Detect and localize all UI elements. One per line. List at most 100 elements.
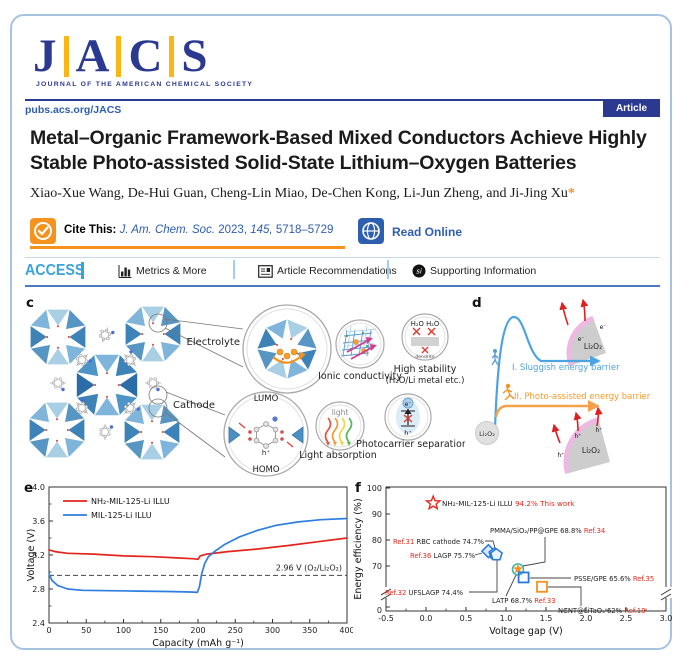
light-absorption-label: Light absorption <box>299 450 376 461</box>
svg-text:0: 0 <box>46 626 51 635</box>
annotation-star: NH₂-MIL-125-Li ILLU 94.2% This work <box>442 499 575 508</box>
cathode-inset: LUMO HOMO h⁺ <box>223 391 309 477</box>
cite-journal: J. Am. Chem. Soc. <box>119 224 216 236</box>
dendrite-label: dendrite <box>415 354 435 360</box>
photocarrier-separation-label: Photocarrier separation <box>356 439 465 450</box>
h2o-label: H₂O H₂O <box>411 320 440 328</box>
citation-line[interactable]: Cite This: J. Am. Chem. Soc. 2023, 145, … <box>64 224 333 236</box>
cite-this-label: Cite This: <box>64 224 117 236</box>
access-bottom-rule <box>25 285 660 287</box>
title-line-1: Metal–Organic Framework-Based Mixed Cond… <box>30 127 647 149</box>
svg-text:-0.5: -0.5 <box>378 614 394 623</box>
series-line-1 <box>48 517 348 594</box>
svg-text:si: si <box>416 268 422 276</box>
article-type-badge: Article <box>603 101 660 117</box>
metrics-bars-icon <box>118 265 132 283</box>
sluggish-barrier-curve <box>493 315 601 429</box>
article-card-border <box>10 14 672 650</box>
annotation-rbc: Ref.31 RBC cathode 74.7% <box>393 538 484 546</box>
h-plus-label: h⁺ <box>596 427 603 434</box>
cite-volume: 145, <box>250 224 273 236</box>
panel-d-label: d <box>472 295 482 311</box>
panel-d-illustration: e⁻ e⁻ Li₂O₂ I. Sluggish energy barrier I… <box>475 298 651 475</box>
panel-f-rendered: 100 90 80 70 0-0.5 0.0 0.5 1.0 1.5 2.0 2.5 3.0 Volta… <box>353 484 672 637</box>
metrics-and-more-link[interactable]: Metrics & More <box>136 265 207 277</box>
li2o2-label: Li₂O₂ <box>584 342 602 351</box>
electrolyte-label: Electrolyte <box>187 337 240 348</box>
annotation-pmma: PMMA/SiO₂/PP@GPE 68.8% Ref.34 <box>490 527 605 535</box>
read-online-icon[interactable] <box>358 218 384 244</box>
homo-label: HOMO <box>252 465 279 475</box>
svg-text:300: 300 <box>265 626 280 635</box>
running-person-icon <box>502 383 515 401</box>
sluggish-barrier-label: I. Sluggish energy barrier <box>512 363 620 373</box>
svg-text:200: 200 <box>190 626 205 635</box>
annotation-connectors <box>469 537 582 606</box>
li2o2-label: Li₂O₂ <box>479 430 495 438</box>
access-separator <box>81 262 84 279</box>
svg-text:0.0: 0.0 <box>420 614 433 623</box>
e-y-axis-label: Voltage (V) <box>26 529 37 582</box>
photocarrier-inset: e⁻ h⁺ <box>384 393 432 441</box>
ionic-conductivity-label: Ionic conductivity <box>318 371 402 382</box>
series-line-0 <box>48 537 348 561</box>
svg-text:2.0: 2.0 <box>580 614 593 623</box>
e-minus-label: e⁻ <box>405 401 412 408</box>
point-psse <box>517 571 530 584</box>
panel-f-label: f <box>355 480 361 496</box>
title-line-2: Stable Photo-assisted Solid-State Lithiu… <box>30 151 577 174</box>
annotation-lagp: Ref.36 LAGP 75.7% <box>410 552 476 560</box>
point-pmma <box>512 563 524 574</box>
pubs-site-link[interactable]: pubs.acs.org/JACS <box>25 104 122 116</box>
walking-person-icon <box>491 349 499 366</box>
svg-text:2.5: 2.5 <box>620 614 633 623</box>
svg-text:50: 50 <box>81 626 91 635</box>
logo-letter-s: S <box>181 30 208 82</box>
svg-text:350: 350 <box>302 626 317 635</box>
article-recommendations-link[interactable]: Article Recommendations <box>277 265 397 277</box>
point-ufslagp <box>489 547 503 561</box>
annotation-ncnt: NCNT@LiTaO₃ 62% Ref.19 <box>558 607 646 615</box>
cite-check-icon <box>30 218 56 244</box>
svg-text:80: 80 <box>372 536 382 545</box>
access-link[interactable]: ACCESS <box>25 262 85 279</box>
svg-text:3.2: 3.2 <box>32 551 45 560</box>
li2o2-particle-bottom <box>563 417 610 475</box>
page-title: Metal–Organic Framework-Based Mixed Cond… <box>30 126 658 175</box>
svg-text:1.5: 1.5 <box>540 614 553 623</box>
svg-text:3.0: 3.0 <box>660 614 673 623</box>
svg-text:400: 400 <box>339 626 353 635</box>
point-this_work <box>424 494 442 511</box>
h-plus-label: h⁺ <box>262 449 270 457</box>
corresponding-author-mark[interactable]: * <box>567 186 575 201</box>
supporting-information-link[interactable]: Supporting Information <box>430 265 537 277</box>
e-minus-label: e⁻ <box>600 324 607 331</box>
access-item-separator <box>233 260 235 279</box>
logo-letter-c: C <box>128 30 163 82</box>
high-stability-label-1: High stability <box>394 364 457 375</box>
svg-text:4.0: 4.0 <box>32 483 45 492</box>
li2o2-particle-top <box>566 315 606 367</box>
jacs-logo: J A C S <box>33 30 208 82</box>
logo-divider-bar <box>116 36 122 77</box>
svg-text:150: 150 <box>153 626 168 635</box>
svg-text:90: 90 <box>372 510 382 519</box>
svg-text:100: 100 <box>116 626 131 635</box>
journal-tagline: JOURNAL OF THE AMERICAN CHEMICAL SOCIETY <box>36 81 254 88</box>
supporting-information-icon: si <box>412 264 426 283</box>
panel-e-label: e <box>24 480 34 496</box>
photo-assisted-barrier-label: II. Photo-assisted energy barrier <box>514 392 651 402</box>
cite-pages: 5718–5729 <box>275 224 334 236</box>
read-online-button[interactable]: Read Online <box>392 225 463 239</box>
cathode-label: Cathode <box>173 400 215 411</box>
e-x-axis-label: Capacity (mAh g⁻¹) <box>152 638 244 649</box>
e-minus-label: e⁻ <box>578 336 585 343</box>
light-absorption-inset: light <box>315 401 365 451</box>
annotation-ufslagp: Ref.32 UFSLAGP 74.4% <box>385 589 464 597</box>
light-label: light <box>332 408 349 417</box>
h-plus-label: h⁺ <box>558 452 565 459</box>
ionic-conductivity-inset <box>335 319 385 369</box>
legend-entry-1: MIL-125-Li ILLU <box>91 511 152 520</box>
panel-c-illustration: Electrolyte Cathode <box>28 304 465 477</box>
